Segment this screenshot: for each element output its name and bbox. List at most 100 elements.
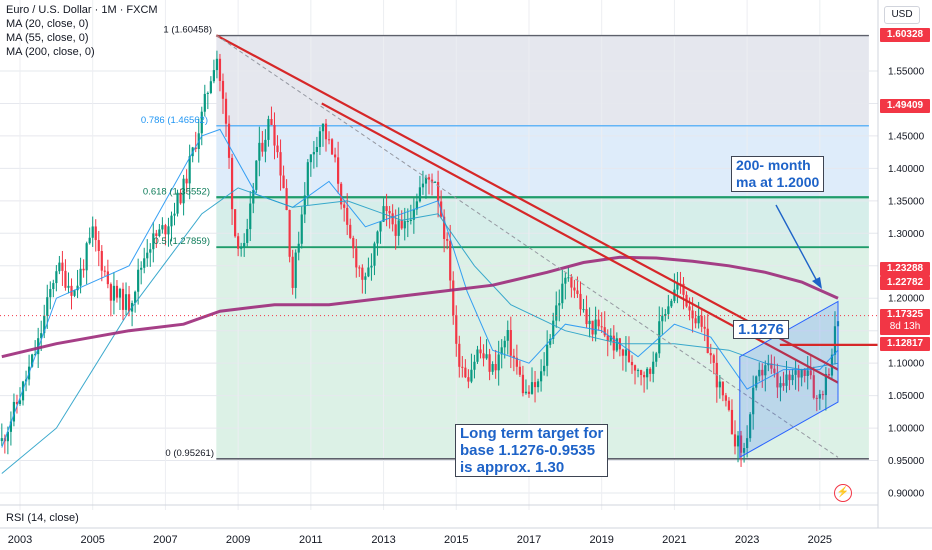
y-tick-1.30000: 1.30000	[888, 229, 925, 240]
candle-body-139	[421, 183, 425, 188]
candle-body-66	[200, 111, 203, 134]
candle-body-15	[46, 297, 49, 316]
candle-body-205	[621, 349, 625, 356]
candle-body-137	[415, 201, 418, 210]
candle-body-195	[591, 320, 594, 335]
candle-body-215	[652, 361, 655, 374]
candle-body-71	[215, 58, 219, 71]
candle-body-88	[267, 119, 270, 140]
x-tick-2007: 2007	[153, 534, 177, 546]
candle-body-72	[218, 58, 222, 81]
candle-body-230	[697, 315, 700, 324]
trendline-main	[215, 34, 839, 371]
candle-body-165	[500, 347, 503, 355]
candle-body-227	[688, 306, 691, 311]
candle-body-242	[733, 434, 737, 447]
ma200-legend[interactable]: MA (200, close, 0)	[6, 46, 95, 58]
rsi-legend[interactable]: RSI (14, close)	[6, 512, 79, 524]
candle-body-198	[600, 326, 603, 328]
candle-body-243	[736, 435, 740, 447]
candles	[0, 50, 840, 467]
candle-body-162	[491, 364, 494, 372]
candle-body-69	[209, 81, 212, 93]
candle-body-158	[479, 349, 482, 354]
candle-body-246	[746, 438, 749, 449]
candle-body-127	[385, 206, 388, 212]
candle-body-169	[512, 355, 515, 358]
candle-body-116	[352, 237, 355, 249]
candle-body-274	[830, 354, 834, 376]
candle-body-111	[337, 157, 340, 184]
candle-body-252	[764, 365, 767, 376]
candle-body-200	[606, 335, 609, 341]
candle-body-81	[246, 229, 249, 243]
candle-body-136	[412, 209, 415, 220]
candle-body-190	[576, 290, 579, 294]
candle-body-275	[833, 326, 837, 355]
candle-body-262	[794, 370, 797, 375]
candle-body-164	[497, 354, 500, 371]
candle-body-95	[288, 209, 291, 257]
candle-body-213	[646, 368, 649, 378]
fib-band-0.5	[216, 247, 869, 459]
candle-body-18	[55, 271, 58, 284]
candle-body-24	[73, 290, 76, 296]
candle-body-54	[164, 225, 167, 235]
candle-body-55	[167, 226, 170, 235]
candle-body-29	[88, 237, 91, 244]
candle-body-172	[521, 374, 525, 394]
candle-body-266	[806, 370, 809, 376]
candle-body-44	[134, 291, 137, 303]
candle-body-118	[358, 267, 361, 269]
candle-body-17	[52, 283, 55, 290]
candle-body-96	[291, 256, 294, 288]
candle-body-94	[285, 188, 288, 210]
candle-body-135	[409, 219, 412, 221]
ma20-legend[interactable]: MA (20, close, 0)	[6, 18, 89, 30]
candle-body-220	[667, 306, 670, 314]
candle-body-82	[249, 203, 252, 230]
fib-label-bottom: 0 (0.95261)	[165, 448, 214, 459]
x-tick-2023: 2023	[735, 534, 759, 546]
candle-body-2	[6, 431, 9, 442]
candle-body-196	[594, 319, 597, 335]
ma55-legend[interactable]: MA (55, close, 0)	[6, 32, 89, 44]
lightning-icon[interactable]: ⚡	[834, 484, 852, 502]
candle-body-183	[555, 305, 558, 321]
fib-band-1	[216, 35, 869, 126]
candle-body-128	[388, 211, 391, 214]
candle-body-122	[370, 265, 373, 268]
x-tick-2009: 2009	[226, 534, 250, 546]
candle-body-214	[649, 368, 652, 374]
currency-button[interactable]: USD	[884, 6, 920, 24]
candle-body-14	[43, 315, 46, 334]
candle-body-238	[721, 381, 724, 396]
candle-body-188	[570, 277, 573, 288]
ma200-annotation[interactable]: 200- month ma at 1.2000	[731, 156, 825, 192]
candle-body-206	[624, 349, 628, 356]
ma-line-1	[1, 128, 839, 448]
candle-body-86	[261, 142, 264, 152]
candle-body-62	[188, 156, 191, 184]
candle-body-37	[112, 285, 116, 301]
candle-body-163	[494, 364, 497, 371]
bar-countdown: 8d 13h	[889, 321, 921, 332]
candle-body-148	[449, 240, 452, 281]
candle-body-32	[97, 240, 100, 252]
candle-body-270	[818, 394, 821, 399]
candle-body-93	[282, 175, 285, 189]
x-tick-2005: 2005	[80, 534, 104, 546]
candle-body-160	[485, 354, 488, 359]
candle-body-168	[509, 330, 512, 356]
candle-body-248	[752, 387, 755, 415]
candle-body-180	[546, 344, 549, 366]
badge-top: 1.60328	[880, 28, 930, 42]
level-annotation[interactable]: 1.1276	[733, 320, 789, 339]
target-annotation[interactable]: Long term target for base 1.1276-0.9535 …	[455, 424, 609, 477]
candle-body-91	[276, 145, 279, 153]
candle-body-185	[561, 283, 564, 304]
candle-body-173	[524, 391, 528, 394]
candle-body-143	[433, 181, 437, 183]
candle-body-85	[258, 142, 261, 161]
